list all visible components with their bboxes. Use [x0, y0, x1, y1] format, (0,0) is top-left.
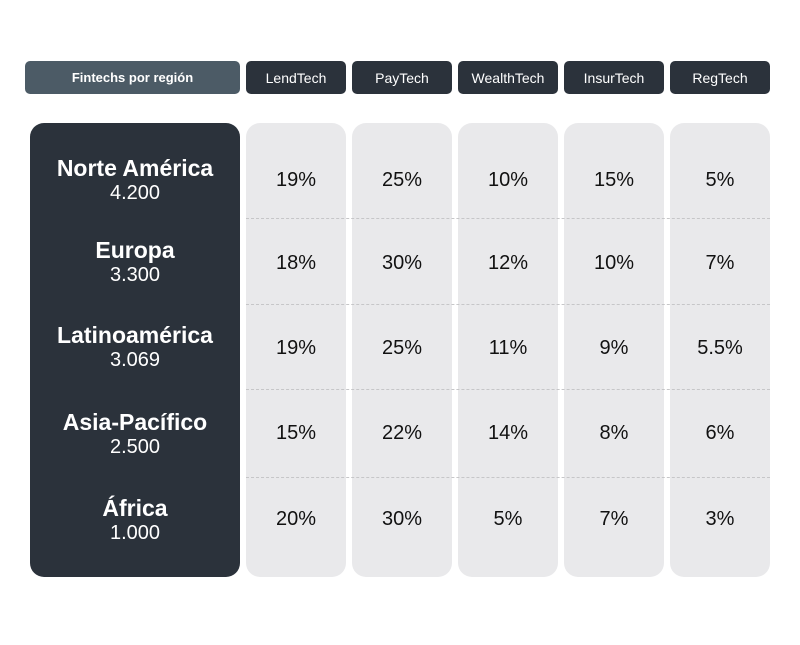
table-cell: 30% — [381, 252, 423, 274]
region-name: Europa — [95, 237, 175, 263]
column-regtech: 5% 7% 5.5% 6% 3% — [670, 123, 770, 577]
table-cell: 19% — [275, 337, 317, 359]
region-name: Latinoamérica — [57, 322, 213, 348]
region-count: 4.200 — [109, 182, 161, 204]
region-count: 2.500 — [109, 436, 161, 458]
column-header-lendtech: LendTech — [246, 61, 346, 94]
table-cell: 20% — [275, 508, 317, 530]
table-cell: 15% — [275, 422, 317, 444]
table-cell: 6% — [705, 422, 735, 444]
column-header-regtech: RegTech — [670, 61, 770, 94]
row-divider — [246, 477, 770, 478]
table-cell: 5% — [705, 169, 735, 191]
table-cell: 14% — [487, 422, 529, 444]
column-header-paytech: PayTech — [352, 61, 452, 94]
table-cell: 3% — [705, 508, 735, 530]
region-row-label: Asia-Pacífico 2.500 — [30, 409, 240, 458]
table-cell: 7% — [599, 508, 629, 530]
region-column: Norte América 4.200 Europa 3.300 Latinoa… — [30, 123, 240, 577]
region-row-label: Europa 3.300 — [30, 237, 240, 286]
table-cell: 30% — [381, 508, 423, 530]
region-count: 1.000 — [109, 522, 161, 544]
region-row-label: Latinoamérica 3.069 — [30, 322, 240, 371]
table-cell: 10% — [593, 252, 635, 274]
table-cell: 10% — [487, 169, 529, 191]
region-name: África — [102, 495, 168, 521]
corner-header: Fintechs por región — [25, 61, 240, 94]
table-cell: 9% — [599, 337, 629, 359]
region-count: 3.069 — [109, 349, 161, 371]
row-divider — [246, 304, 770, 305]
table-cell: 22% — [381, 422, 423, 444]
region-name: Norte América — [56, 155, 214, 181]
table-cell: 19% — [275, 169, 317, 191]
column-paytech: 25% 30% 25% 22% 30% — [352, 123, 452, 577]
column-wealthtech: 10% 12% 11% 14% 5% — [458, 123, 558, 577]
table-cell: 18% — [275, 252, 317, 274]
column-header-wealthtech: WealthTech — [458, 61, 558, 94]
region-name: Asia-Pacífico — [62, 409, 208, 435]
table-cell: 25% — [381, 337, 423, 359]
table-cell: 11% — [488, 337, 528, 359]
region-row-label: Norte América 4.200 — [30, 155, 240, 204]
column-insurtech: 15% 10% 9% 8% 7% — [564, 123, 664, 577]
row-divider — [246, 218, 770, 219]
row-divider — [246, 389, 770, 390]
column-header-insurtech: InsurTech — [564, 61, 664, 94]
table-cell: 25% — [381, 169, 423, 191]
region-count: 3.300 — [109, 264, 161, 286]
table-cell: 12% — [487, 252, 529, 274]
table-cell: 5% — [493, 508, 523, 530]
table-cell: 7% — [705, 252, 735, 274]
table-cell: 15% — [593, 169, 635, 191]
table-cell: 5.5% — [697, 337, 743, 359]
table-cell: 8% — [599, 422, 629, 444]
region-row-label: África 1.000 — [30, 495, 240, 544]
column-lendtech: 19% 18% 19% 15% 20% — [246, 123, 346, 577]
